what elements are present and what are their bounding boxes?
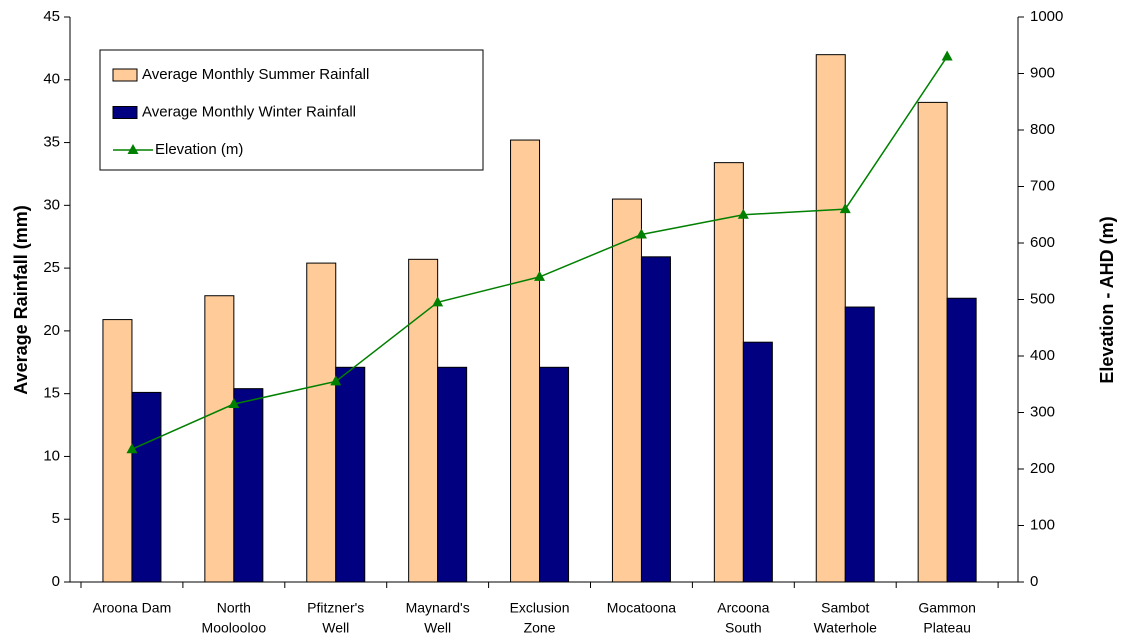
- x-tick-label: North: [217, 600, 251, 616]
- y2-tick-label: 800: [1030, 121, 1055, 138]
- bar: [437, 366, 468, 583]
- y2-axis-title: Elevation - AHD (m): [1097, 216, 1117, 383]
- y2-tick-label: 400: [1030, 347, 1055, 364]
- x-tick-label: Well: [424, 620, 451, 636]
- marker: [534, 270, 546, 281]
- bar: [611, 198, 642, 583]
- y-axis-title: Average Rainfall (mm): [11, 205, 31, 394]
- legend-swatch: [112, 106, 138, 119]
- y-tick-label: 0: [52, 573, 60, 590]
- y-tick-label: 5: [52, 510, 60, 527]
- x-tick-label: Moolooloo: [202, 620, 267, 636]
- y2-tick-label: 500: [1030, 290, 1055, 307]
- x-tick-label: Zone: [524, 620, 556, 636]
- y2-tick-label: 600: [1030, 234, 1055, 251]
- y-tick-label: 35: [43, 134, 60, 151]
- bar: [408, 258, 439, 583]
- bar: [742, 341, 773, 583]
- bar: [510, 139, 541, 583]
- x-tick-label: Pfitzner's: [307, 600, 364, 616]
- bar: [204, 295, 235, 583]
- x-tick-label: South: [725, 620, 762, 636]
- bar: [306, 262, 337, 583]
- marker: [737, 208, 749, 219]
- bar: [640, 256, 671, 583]
- bar: [713, 162, 744, 583]
- bar: [233, 388, 264, 583]
- x-tick-label: Maynard's: [406, 600, 470, 616]
- legend-label: Elevation (m): [155, 141, 243, 158]
- x-tick-label: Exclusion: [510, 600, 570, 616]
- marker: [330, 375, 342, 386]
- marker: [432, 296, 444, 307]
- bar: [539, 366, 570, 583]
- x-tick-label: Aroona Dam: [93, 600, 172, 616]
- bar: [946, 297, 977, 583]
- y-tick-label: 45: [43, 8, 60, 25]
- legend-label: Average Monthly Winter Rainfall: [142, 103, 356, 120]
- y-tick-label: 15: [43, 385, 60, 402]
- y2-tick-label: 300: [1030, 403, 1055, 420]
- y-tick-label: 30: [43, 196, 60, 213]
- y2-tick-label: 900: [1030, 64, 1055, 81]
- y2-tick-label: 200: [1030, 460, 1055, 477]
- legend: Average Monthly Summer Rainfall Average M…: [99, 49, 484, 171]
- marker: [228, 398, 240, 409]
- marker: [941, 50, 953, 61]
- bar: [102, 319, 133, 583]
- bar: [917, 101, 948, 583]
- x-tick-label: Sambot: [821, 600, 869, 616]
- bar: [815, 54, 846, 583]
- x-tick-label: Mocatoona: [607, 600, 676, 616]
- y-tick-label: 20: [43, 322, 60, 339]
- marker: [839, 203, 851, 214]
- x-tick-label: Waterhole: [814, 620, 878, 636]
- marker: [126, 443, 138, 454]
- y2-tick-label: 700: [1030, 177, 1055, 194]
- x-tick-label: Plateau: [923, 620, 970, 636]
- legend-marker: [127, 144, 139, 154]
- y2-tick-label: 1000: [1030, 8, 1063, 25]
- x-tick-label: Well: [322, 620, 349, 636]
- x-tick-label: Arcoona: [717, 600, 769, 616]
- x-tick-label: Gammon: [918, 600, 976, 616]
- bar: [844, 306, 875, 583]
- legend-box: [99, 49, 484, 171]
- bar: [335, 366, 366, 583]
- y-tick-label: 10: [43, 447, 60, 464]
- legend-label: Average Monthly Summer Rainfall: [142, 66, 369, 83]
- y2-tick-label: 100: [1030, 516, 1055, 533]
- legend-swatch: [112, 68, 138, 82]
- marker: [635, 228, 647, 239]
- y-tick-label: 40: [43, 71, 60, 88]
- y2-tick-label: 0: [1030, 573, 1038, 590]
- bar: [131, 391, 162, 583]
- y-tick-label: 25: [43, 259, 60, 276]
